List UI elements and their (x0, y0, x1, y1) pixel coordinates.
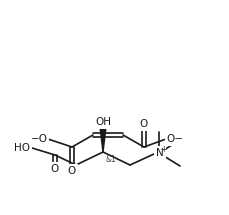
Text: O: O (68, 166, 76, 176)
Polygon shape (100, 129, 105, 152)
Text: +: + (159, 144, 166, 154)
Text: −O: −O (30, 134, 47, 144)
Text: N: N (155, 148, 163, 158)
Text: HO: HO (14, 143, 30, 153)
Text: O: O (139, 119, 147, 129)
Text: O: O (51, 164, 59, 174)
Text: O−: O− (166, 134, 183, 144)
Text: OH: OH (95, 117, 111, 127)
Text: &1: &1 (106, 155, 116, 163)
